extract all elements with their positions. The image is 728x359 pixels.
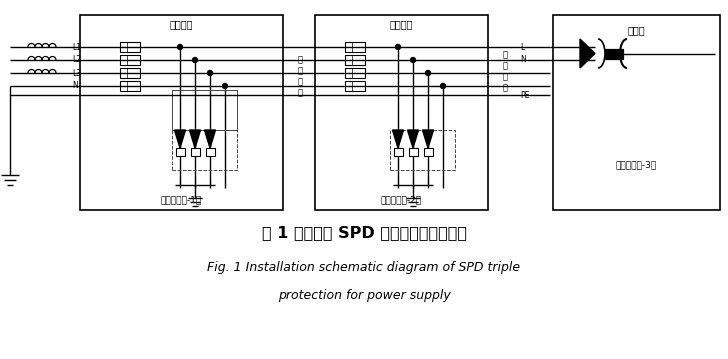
Polygon shape bbox=[392, 130, 403, 148]
Bar bbox=[120, 81, 140, 91]
Text: N: N bbox=[520, 56, 526, 65]
Bar bbox=[80, 15, 283, 210]
Circle shape bbox=[425, 70, 430, 75]
Circle shape bbox=[440, 84, 446, 89]
Bar bbox=[175, 148, 184, 156]
Text: 图 1 电源系统 SPD 三级防护安装示意图: 图 1 电源系统 SPD 三级防护安装示意图 bbox=[261, 225, 467, 241]
Bar bbox=[394, 148, 403, 156]
Polygon shape bbox=[422, 130, 433, 148]
Text: protection for power supply: protection for power supply bbox=[277, 289, 451, 302]
Circle shape bbox=[192, 57, 197, 62]
Bar bbox=[120, 42, 140, 52]
Text: L1: L1 bbox=[72, 42, 81, 51]
Bar bbox=[172, 90, 237, 130]
Bar bbox=[553, 15, 720, 210]
Polygon shape bbox=[175, 130, 186, 148]
Polygon shape bbox=[580, 39, 595, 68]
Bar bbox=[345, 81, 365, 91]
Text: L2: L2 bbox=[72, 56, 81, 65]
Bar bbox=[345, 68, 365, 78]
Bar bbox=[424, 148, 432, 156]
Text: 配
电
支
线: 配 电 支 线 bbox=[502, 50, 507, 92]
Text: L: L bbox=[520, 42, 524, 51]
Text: 设备处: 设备处 bbox=[628, 25, 645, 35]
Text: 电源防雷器-3级: 电源防雷器-3级 bbox=[616, 160, 657, 169]
Text: 配
电
干
线: 配 电 干 线 bbox=[298, 55, 303, 97]
Bar bbox=[172, 130, 237, 170]
Bar bbox=[191, 148, 199, 156]
Polygon shape bbox=[205, 130, 215, 148]
Bar bbox=[120, 55, 140, 65]
Text: PE: PE bbox=[520, 90, 529, 99]
Text: 分配电柜: 分配电柜 bbox=[389, 19, 414, 29]
Text: 电源防雷器-1级: 电源防雷器-1级 bbox=[161, 196, 202, 205]
Bar bbox=[605, 48, 623, 59]
Circle shape bbox=[207, 70, 213, 75]
Bar bbox=[345, 55, 365, 65]
Circle shape bbox=[395, 45, 400, 50]
Circle shape bbox=[178, 45, 183, 50]
Text: L3: L3 bbox=[72, 69, 81, 78]
Text: 电源防雷器-2级: 电源防雷器-2级 bbox=[381, 196, 422, 205]
Bar bbox=[408, 148, 417, 156]
Polygon shape bbox=[189, 130, 200, 148]
Text: N: N bbox=[72, 81, 78, 90]
Polygon shape bbox=[408, 130, 419, 148]
Bar bbox=[315, 15, 488, 210]
Text: Fig. 1 Installation schematic diagram of SPD triple: Fig. 1 Installation schematic diagram of… bbox=[207, 261, 521, 275]
Circle shape bbox=[223, 84, 227, 89]
Circle shape bbox=[411, 57, 416, 62]
Bar bbox=[345, 42, 365, 52]
Bar bbox=[120, 68, 140, 78]
Bar bbox=[390, 130, 455, 170]
Bar bbox=[205, 148, 215, 156]
Text: 总配电柜: 总配电柜 bbox=[170, 19, 193, 29]
